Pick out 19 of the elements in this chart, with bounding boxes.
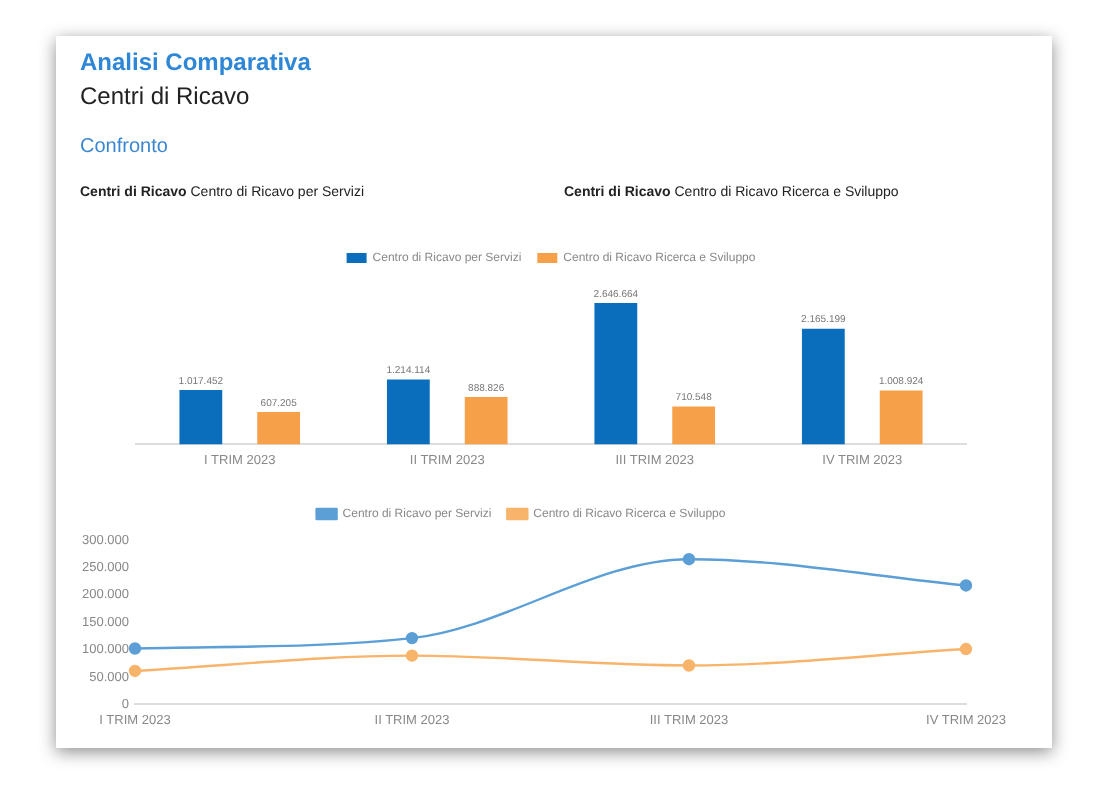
bar (464, 396, 508, 445)
bar (879, 390, 923, 445)
point (128, 664, 142, 678)
chart-subtitle: Centri di Ricavo (80, 82, 250, 110)
point (405, 631, 419, 645)
bar (672, 406, 716, 445)
bar (179, 390, 223, 445)
point (959, 579, 973, 592)
point (959, 642, 973, 656)
point (128, 642, 142, 655)
point (682, 552, 696, 566)
point (682, 659, 696, 672)
bar (594, 302, 638, 445)
chart-title: Analisi Comparativa (80, 48, 311, 76)
point (405, 649, 419, 662)
bar (386, 379, 430, 445)
text: Confronto (80, 136, 168, 158)
bar (257, 411, 301, 445)
bar (801, 328, 845, 445)
